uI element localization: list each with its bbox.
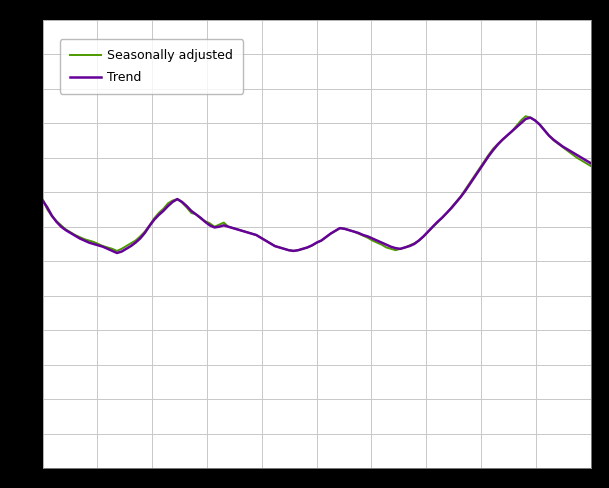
Seasonally adjusted xyxy=(513,123,520,129)
Trend xyxy=(443,210,451,216)
Trend xyxy=(216,224,223,230)
Trend xyxy=(113,250,121,256)
Trend xyxy=(364,233,371,239)
Seasonally adjusted xyxy=(522,113,529,119)
Seasonally adjusted xyxy=(485,152,492,158)
Trend xyxy=(485,153,492,159)
Seasonally adjusted xyxy=(39,196,46,202)
Trend xyxy=(587,160,594,166)
Trend xyxy=(155,212,163,218)
Trend xyxy=(513,124,520,130)
Seasonally adjusted xyxy=(364,235,371,241)
Legend: Seasonally adjusted, Trend: Seasonally adjusted, Trend xyxy=(60,39,243,94)
Line: Trend: Trend xyxy=(43,118,591,253)
Seasonally adjusted xyxy=(216,222,223,227)
Seasonally adjusted xyxy=(113,248,121,254)
Seasonally adjusted xyxy=(443,210,451,216)
Seasonally adjusted xyxy=(155,210,163,216)
Trend xyxy=(527,115,534,121)
Seasonally adjusted xyxy=(587,163,594,169)
Line: Seasonally adjusted: Seasonally adjusted xyxy=(43,116,591,251)
Trend xyxy=(39,198,46,203)
